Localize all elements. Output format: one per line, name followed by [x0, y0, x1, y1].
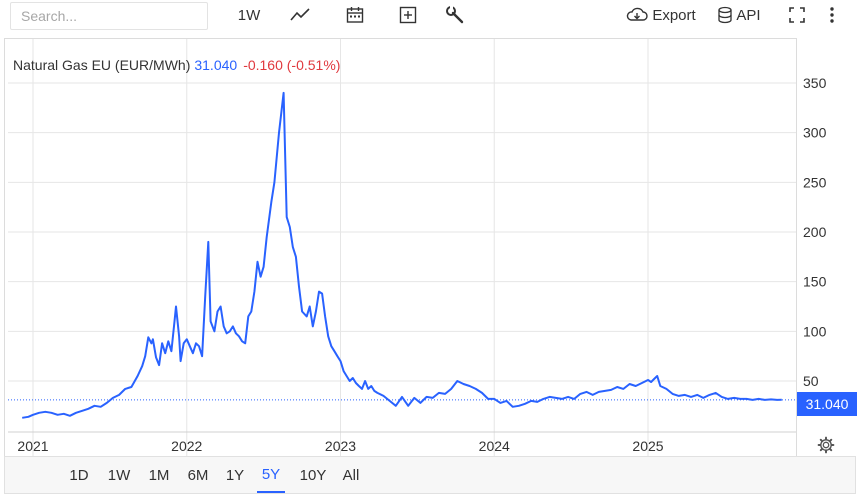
- api-label: API: [736, 6, 761, 24]
- compare-button[interactable]: [396, 3, 420, 27]
- x-tick-label: 2022: [171, 438, 202, 454]
- api-button[interactable]: API: [715, 3, 763, 27]
- range-button-1m[interactable]: 1M: [148, 466, 170, 484]
- indicators-button[interactable]: [443, 3, 467, 27]
- calendar-icon: [346, 7, 364, 23]
- top-toolbar: 1W: [0, 0, 857, 32]
- range-button-all[interactable]: All: [342, 466, 360, 484]
- chart-settings-button[interactable]: [815, 434, 837, 456]
- instrument-name: Natural Gas EU (EUR/MWh): [13, 57, 191, 73]
- date-range-button[interactable]: [343, 3, 367, 27]
- fullscreen-icon: [789, 7, 805, 23]
- y-tick-label: 350: [803, 75, 827, 91]
- range-button-1w[interactable]: 1W: [107, 466, 131, 484]
- range-button-6m[interactable]: 6M: [187, 466, 209, 484]
- export-button[interactable]: Export: [624, 3, 698, 27]
- range-button-5y[interactable]: 5Y: [257, 457, 285, 493]
- export-label: Export: [652, 6, 696, 24]
- x-tick-label: 2024: [479, 438, 510, 454]
- y-tick-label: 250: [803, 174, 827, 190]
- interval-label: 1W: [237, 6, 261, 24]
- interval-button[interactable]: 1W: [234, 3, 264, 27]
- gear-icon: [817, 436, 835, 454]
- y-tick-label: 100: [803, 323, 827, 339]
- y-tick-label: 150: [803, 274, 827, 290]
- x-tick-label: 2025: [632, 438, 663, 454]
- fullscreen-button[interactable]: [786, 3, 808, 27]
- chart-legend: Natural Gas EU (EUR/MWh) 31.040 -0.160 (-0…: [13, 57, 340, 73]
- plus-box-icon: [399, 6, 417, 24]
- line-chart-icon: [290, 8, 310, 21]
- price-chart[interactable]: 50 100 150 200 250 300 350 2021 2022 2023 2024 2025: [0, 0, 857, 460]
- search-input[interactable]: [11, 3, 207, 29]
- range-button-10y[interactable]: 10Y: [299, 466, 327, 484]
- range-button-1d[interactable]: 1D: [69, 466, 89, 484]
- last-price: 31.040: [194, 57, 238, 73]
- database-icon: [718, 6, 733, 24]
- x-tick-label: 2021: [17, 438, 48, 454]
- range-selector: 1D 1W 1M 6M 1Y 5Y 10Y All: [4, 456, 856, 494]
- range-button-1y[interactable]: 1Y: [225, 466, 245, 484]
- more-menu-button[interactable]: [824, 3, 840, 27]
- last-price-tag: 31.040: [797, 392, 857, 416]
- price-change: -0.160 (-0.51%): [243, 57, 341, 73]
- chart-type-button[interactable]: [287, 3, 313, 27]
- cloud-download-icon: [627, 7, 648, 21]
- x-tick-label: 2023: [325, 438, 356, 454]
- more-vertical-icon: [830, 7, 834, 23]
- y-tick-label: 300: [803, 125, 827, 141]
- price-series-line: [22, 91, 782, 419]
- wrench-icon: [446, 6, 464, 24]
- y-tick-label: 50: [803, 373, 819, 389]
- y-tick-label: 200: [803, 224, 827, 240]
- chart-frame: [4, 38, 797, 456]
- search-box[interactable]: [10, 2, 208, 30]
